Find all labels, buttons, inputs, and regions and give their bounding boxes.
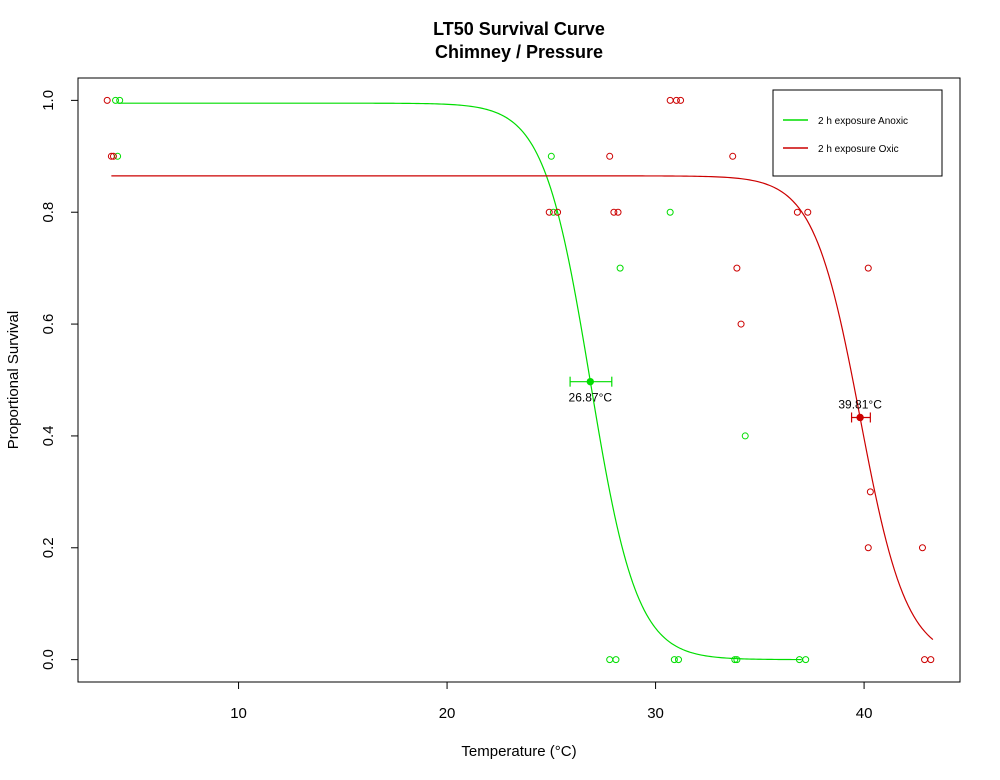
data-point-oxic (107, 152, 115, 160)
y-tick-label: 0.8 (40, 202, 57, 223)
x-tick-label: 20 (439, 705, 456, 722)
data-point-anoxic (612, 656, 620, 664)
y-tick-label: 0.4 (40, 425, 57, 446)
data-point-oxic (672, 96, 680, 104)
lt50-point-anoxic (586, 377, 595, 386)
data-point-anoxic (606, 656, 614, 664)
data-point-anoxic (616, 264, 624, 272)
y-axis: 0.0 0.2 0.4 0.6 0.8 1.0 (40, 90, 78, 670)
data-point-oxic (927, 656, 935, 664)
lt50-markers: 26.87°C 39.81°C (569, 376, 882, 423)
plot-frame (77, 77, 961, 683)
curve-anoxic (117, 102, 802, 661)
lt50-label-oxic: 39.81°C (838, 397, 882, 411)
data-point-oxic (554, 208, 562, 216)
data-point-anoxic (670, 656, 678, 664)
x-tick-label: 40 (856, 705, 873, 722)
data-point-anoxic (802, 656, 810, 664)
data-points (103, 96, 935, 664)
data-point-oxic (666, 96, 674, 104)
lt50-point-oxic (856, 413, 864, 422)
data-point-oxic (918, 544, 926, 552)
data-point-oxic (864, 544, 872, 552)
x-tick-label: 30 (647, 705, 664, 722)
data-point-oxic (545, 208, 553, 216)
data-point-oxic (606, 152, 614, 160)
data-point-oxic (793, 208, 801, 216)
y-tick-label: 0.6 (40, 314, 57, 335)
data-point-oxic (614, 208, 622, 216)
legend-label-oxic: 2 h exposure Oxic (818, 144, 899, 155)
data-point-oxic (677, 96, 685, 104)
data-point-oxic (804, 208, 812, 216)
chart-title: LT50 Survival Curve (433, 19, 605, 39)
chart-subtitle: Chimney / Pressure (435, 42, 603, 62)
legend-box (772, 89, 943, 177)
fitted-curves (111, 102, 934, 661)
data-point-oxic (864, 264, 872, 272)
data-point-anoxic (733, 656, 741, 664)
data-point-oxic (729, 152, 737, 160)
data-point-oxic (866, 488, 874, 496)
y-axis-title: Proportional Survival (5, 311, 22, 449)
data-point-oxic (610, 208, 618, 216)
lt50-label-anoxic: 26.87°C (569, 391, 613, 405)
x-axis-title: Temperature (°C) (461, 743, 576, 760)
data-point-anoxic (547, 152, 555, 160)
curve-oxic (111, 175, 934, 641)
data-point-oxic (103, 96, 111, 104)
data-point-anoxic (549, 208, 557, 216)
data-point-anoxic (112, 96, 120, 104)
data-point-anoxic (675, 656, 683, 664)
data-point-oxic (733, 264, 741, 272)
y-tick-label: 0.2 (40, 537, 57, 558)
y-tick-label: 0.0 (40, 649, 57, 670)
x-tick-label: 10 (230, 705, 247, 722)
data-point-oxic (737, 320, 745, 328)
data-point-oxic (921, 656, 929, 664)
data-point-anoxic (741, 432, 749, 440)
data-point-anoxic (666, 208, 674, 216)
data-point-oxic (109, 152, 117, 160)
legend: 2 h exposure Anoxic 2 h exposure Oxic (772, 89, 943, 177)
legend-label-anoxic: 2 h exposure Anoxic (818, 116, 908, 127)
x-axis: 10 20 30 40 (230, 682, 872, 722)
data-point-anoxic (731, 656, 739, 664)
data-point-anoxic (116, 96, 124, 104)
y-tick-label: 1.0 (40, 90, 57, 111)
